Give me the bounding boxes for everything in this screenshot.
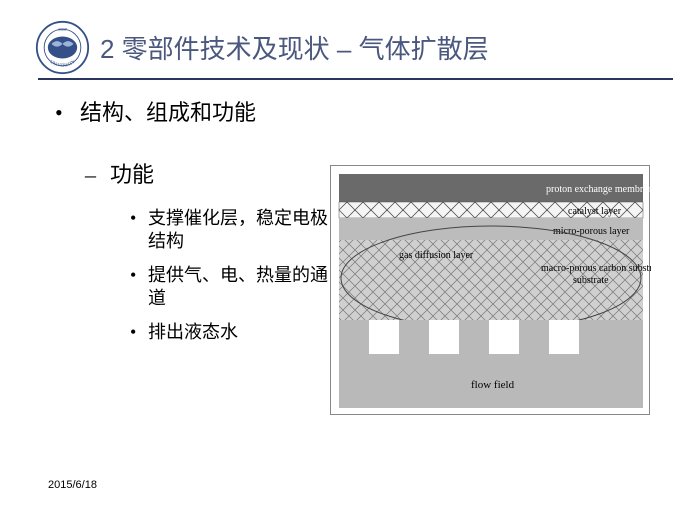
svg-text:1907: 1907 (58, 27, 68, 32)
layer-label-macroporous: macro-porous carbon substrate (541, 263, 651, 274)
layer-label-gasdiff: gas diffusion layer (399, 250, 474, 261)
university-logo: 1907 UNIVERSITY (35, 20, 90, 75)
heading-level-1: 结构、组成和功能 (55, 95, 673, 127)
slide-title: 2 零部件技术及现状 – 气体扩散层 (100, 29, 489, 66)
bullet-item: 提供气、电、热量的通道 (130, 264, 330, 309)
bullet-item: 排出液态水 (130, 321, 330, 344)
diagram-gas-diffusion-layer: proton exchange membrane catalyst layer … (330, 165, 650, 415)
footer-date: 2015/6/18 (48, 479, 97, 491)
layer-label-macroporous-2: substrate (573, 275, 609, 286)
title-divider (38, 78, 673, 80)
diagram-svg: proton exchange membrane catalyst layer … (331, 166, 651, 416)
layer-label-flowfield: flow field (471, 379, 515, 391)
layer-label-pem: proton exchange membrane (546, 184, 651, 195)
layer-label-catalyst: catalyst layer (568, 206, 622, 217)
svg-text:UNIVERSITY: UNIVERSITY (49, 58, 76, 67)
bullet-item: 支撑催化层，稳定电极结构 (130, 207, 330, 252)
slide-header: 1907 UNIVERSITY 2 零部件技术及现状 – 气体扩散层 (35, 20, 673, 75)
layer-label-microporous: micro-porous layer (553, 226, 630, 237)
